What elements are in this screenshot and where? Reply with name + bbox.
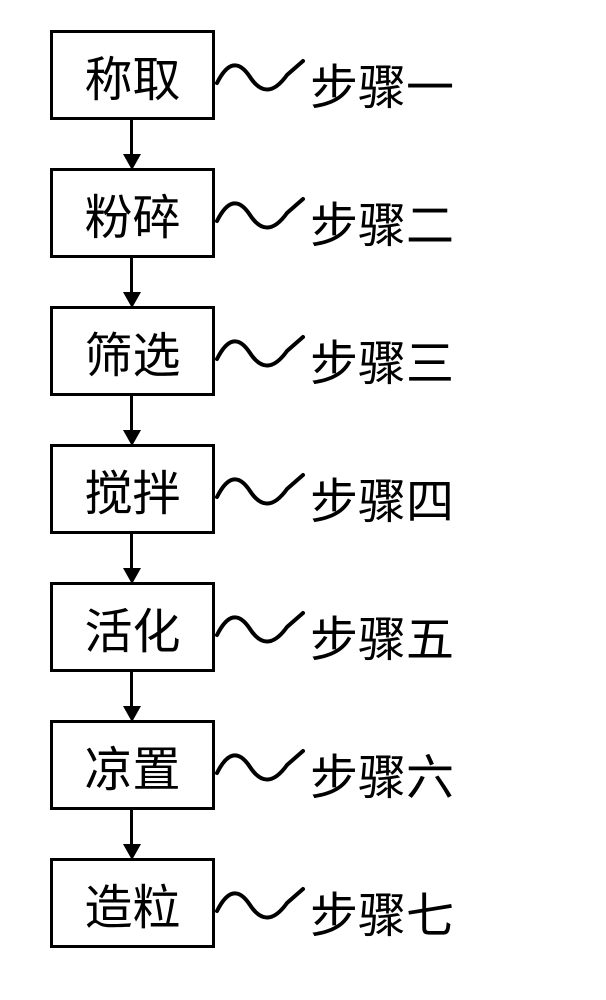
arrow-down-icon bbox=[130, 258, 134, 306]
arrow-down-icon bbox=[130, 120, 134, 168]
squiggle-connector-icon bbox=[215, 607, 305, 657]
step-label: 步骤一 bbox=[310, 48, 454, 118]
squiggle-connector-icon bbox=[215, 745, 305, 795]
step-label: 步骤五 bbox=[310, 600, 454, 670]
step-label: 步骤七 bbox=[310, 876, 454, 946]
squiggle-connector-icon bbox=[215, 55, 305, 105]
step-box: 称取 bbox=[50, 30, 215, 120]
step-box: 筛选 bbox=[50, 306, 215, 396]
arrow-down-icon bbox=[130, 396, 134, 444]
arrow-down-icon bbox=[130, 534, 134, 582]
squiggle-connector-icon bbox=[215, 193, 305, 243]
squiggle-connector-icon bbox=[215, 883, 305, 933]
step-label: 步骤六 bbox=[310, 738, 454, 808]
step-box: 造粒 bbox=[50, 858, 215, 948]
step-label: 步骤二 bbox=[310, 186, 454, 256]
squiggle-connector-icon bbox=[215, 469, 305, 519]
squiggle-connector-icon bbox=[215, 331, 305, 381]
step-box: 粉碎 bbox=[50, 168, 215, 258]
step-box: 活化 bbox=[50, 582, 215, 672]
arrow-down-icon bbox=[130, 810, 134, 858]
step-label: 步骤四 bbox=[310, 462, 454, 532]
step-label: 步骤三 bbox=[310, 324, 454, 394]
step-box: 凉置 bbox=[50, 720, 215, 810]
step-box: 搅拌 bbox=[50, 444, 215, 534]
arrow-down-icon bbox=[130, 672, 134, 720]
